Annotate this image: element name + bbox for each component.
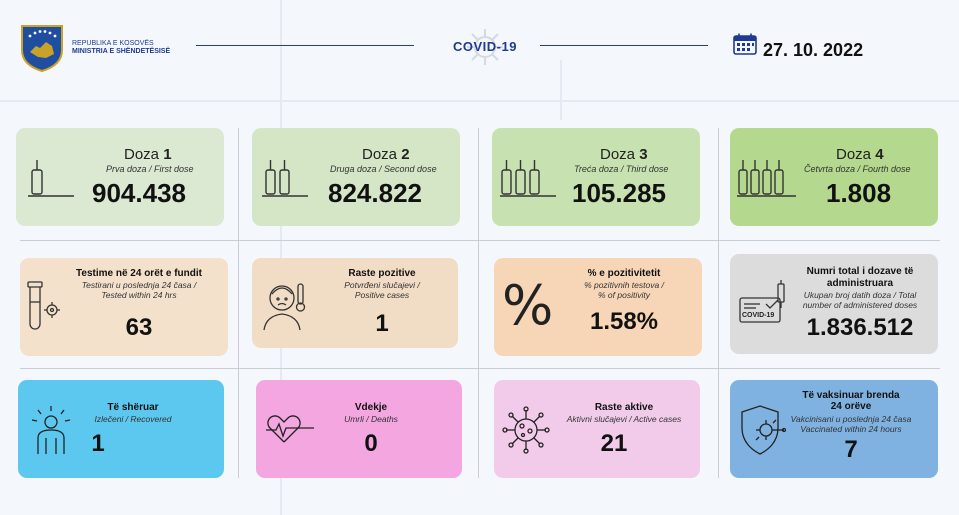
vaccination-certificate-icon: [739, 280, 785, 323]
covid-title: COVID-19: [440, 29, 530, 65]
recovered-value: 1: [91, 430, 105, 457]
positive-cases-title: Raste pozitive: [348, 268, 416, 279]
row-divider: [20, 240, 940, 241]
kosovo-coat-of-arms-icon: [21, 25, 63, 72]
org-line-1: REPUBLIKA E KOSOVËS: [72, 40, 154, 47]
shield-virus-icon: [741, 405, 786, 455]
vaccinated-24h-title-2: 24 orëve: [830, 401, 872, 412]
total-doses-title-1: Numri total i dozave të: [806, 266, 914, 277]
dose-2-subtitle: Druga doza / Second dose: [330, 164, 437, 174]
total-doses-subtitle-2: number of administered doses: [802, 300, 918, 310]
column-divider: [238, 128, 239, 478]
tests-title: Testime në 24 orët e fundit: [76, 268, 202, 279]
total-doses-title-2: administruara: [826, 278, 894, 289]
virus-icon: [467, 29, 503, 65]
vaccinated-24h-subtitle-1: Vakcinisani u poslednja 24 časa: [790, 414, 912, 424]
header-rule-left: [196, 45, 414, 46]
recovered-title: Të shëruar: [107, 402, 159, 413]
dose-3-title: Doza 3: [600, 146, 648, 163]
virus-icon: [502, 406, 550, 454]
deaths-title: Vdekje: [354, 402, 388, 413]
vaccine-vials-icon: [737, 160, 796, 197]
deaths-value: 0: [364, 430, 378, 457]
positive-cases-card: Raste pozitive Potvrđeni slučajevi / Pos…: [252, 258, 458, 348]
covid-badge: COVID-19: [742, 312, 775, 319]
dose-2-value: 824.822: [328, 178, 422, 208]
positivity-subtitle-2: % of positivity: [598, 290, 650, 300]
dose-4-card: Doza 4 Četvrta doza / Fourth dose 1.808: [730, 128, 938, 226]
tests-subtitle-2: Tested within 24 hrs: [101, 290, 177, 300]
active-cases-subtitle: Aktivni slučajevi / Active cases: [566, 414, 682, 424]
dose-2-card: Doza 2 Druga doza / Second dose 824.822: [252, 128, 460, 226]
vaccine-vials-icon: [262, 160, 308, 197]
recovered-person-icon: [31, 406, 71, 454]
heartbeat-icon: [266, 415, 314, 443]
vaccine-vials-icon: [500, 160, 556, 197]
positive-cases-subtitle-1: Potvrđeni slučajevi /: [344, 280, 420, 290]
sick-person-icon: [263, 283, 306, 331]
column-divider: [478, 128, 479, 478]
column-divider: [718, 128, 719, 478]
total-doses-value: 1.836.512: [806, 314, 914, 341]
total-doses-subtitle-1: Ukupan broj datih doza / Total: [803, 290, 917, 300]
dose-1-value: 904.438: [92, 178, 186, 208]
total-doses-card: COVID-19 Numri total i dozave të adminis…: [730, 254, 938, 354]
page-title: COVID-19: [453, 39, 517, 54]
tests-card: Testime në 24 orët e fundit Testirani u …: [20, 258, 228, 356]
test-tube-icon: [27, 281, 60, 330]
calendar-icon: [733, 33, 757, 55]
vaccinated-24h-value: 7: [844, 436, 858, 463]
active-cases-title: Raste aktive: [594, 402, 654, 413]
recovered-card: Të shëruar Izlečeni / Recovered 1: [18, 380, 224, 478]
deaths-card: Vdekje Umrli / Deaths 0: [256, 380, 462, 478]
dose-3-subtitle: Treća doza / Third dose: [574, 164, 669, 174]
tests-value: 63: [125, 314, 153, 341]
positivity-subtitle-1: % pozitivnih testova /: [584, 280, 664, 290]
positive-cases-subtitle-2: Positive cases: [354, 290, 410, 300]
dose-4-subtitle: Četvrta doza / Fourth dose: [804, 164, 911, 174]
deaths-subtitle: Umrli / Deaths: [344, 414, 398, 424]
report-date: 27. 10. 2022: [763, 40, 864, 60]
dose-4-title: Doza 4: [836, 146, 884, 163]
background-decoration: [280, 0, 282, 515]
positivity-card: % % e pozitivitetit % pozitivnih testova…: [494, 258, 702, 356]
dose-1-title: Doza 1: [124, 146, 172, 163]
vaccinated-24h-card: Të vaksinuar brenda 24 orëve Vakcinisani…: [730, 380, 938, 478]
org-line-2: MINISTRIA E SHËNDETËSISË: [72, 48, 171, 55]
vaccinated-24h-title-1: Të vaksinuar brenda: [802, 390, 900, 401]
active-cases-value: 21: [600, 430, 628, 457]
dose-2-title: Doza 2: [362, 146, 410, 163]
dose-3-value: 105.285: [572, 178, 666, 208]
row-divider: [20, 368, 940, 369]
active-cases-card: Raste aktive Aktivni slučajevi / Active …: [494, 380, 700, 478]
vaccinated-24h-subtitle-2: Vaccinated within 24 hours: [800, 424, 902, 434]
positivity-title: % e pozitivitetit: [587, 268, 661, 279]
dose-4-value: 1.808: [826, 178, 892, 208]
recovered-subtitle: Izlečeni / Recovered: [94, 414, 172, 424]
dose-1-card: Doza 1 Prva doza / First dose 904.438: [16, 128, 224, 226]
vaccine-vial-icon: [28, 160, 74, 197]
percent-icon: %: [502, 274, 554, 337]
positive-cases-value: 1: [375, 310, 389, 337]
header: REPUBLIKA E KOSOVËS MINISTRIA E SHËNDETË…: [0, 0, 959, 100]
background-decoration: [0, 100, 959, 102]
ministry-name: REPUBLIKA E KOSOVËS MINISTRIA E SHËNDETË…: [72, 40, 170, 56]
dose-1-subtitle: Prva doza / First dose: [106, 164, 194, 174]
tests-subtitle-1: Testirani u poslednja 24 časa /: [81, 280, 197, 290]
header-rule-right: [540, 45, 708, 46]
dose-3-card: Doza 3 Treća doza / Third dose 105.285: [492, 128, 700, 226]
positivity-value: 1.58%: [589, 308, 659, 335]
background-decoration: [560, 60, 562, 120]
